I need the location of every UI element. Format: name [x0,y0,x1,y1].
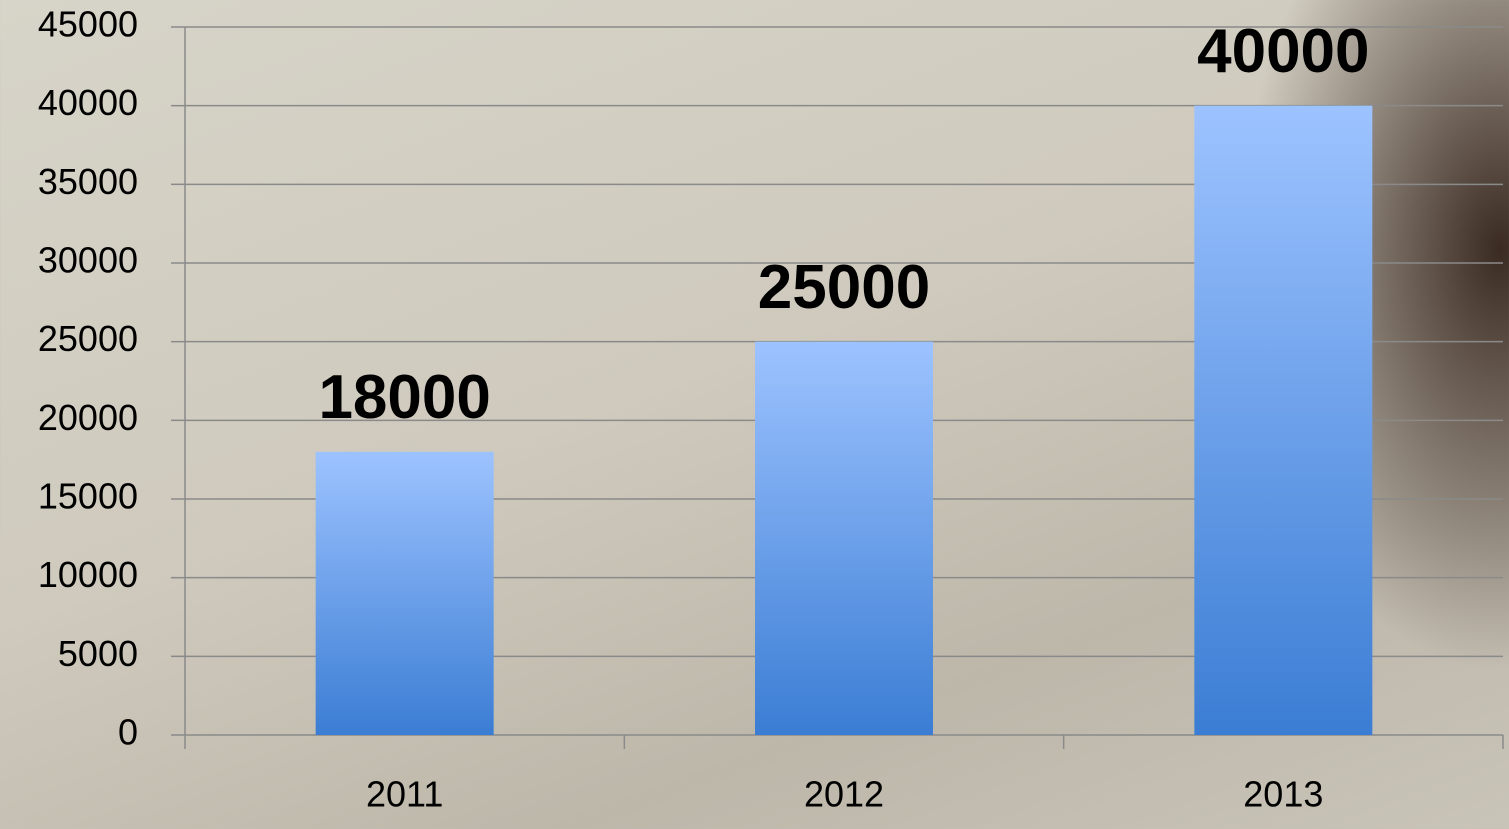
y-tick-label: 0 [118,712,138,753]
y-tick-label: 10000 [38,554,138,595]
y-tick-label: 30000 [38,240,138,281]
y-tick-label: 25000 [38,318,138,359]
x-tick-label: 2011 [366,774,443,815]
bar [755,341,933,735]
bar [315,451,494,735]
x-tick-label: 2013 [1243,774,1323,815]
data-label: 40000 [1197,17,1369,86]
y-tick-label: 15000 [38,476,138,517]
y-tick-label: 45000 [38,4,138,45]
bar [1194,105,1373,735]
x-tick-label: 2012 [804,774,884,815]
y-tick-label: 40000 [38,82,138,123]
y-tick-label: 5000 [58,633,138,674]
y-tick-label: 20000 [38,397,138,438]
y-tick-label: 35000 [38,161,138,202]
data-label: 25000 [758,253,930,322]
data-label: 18000 [318,363,490,432]
